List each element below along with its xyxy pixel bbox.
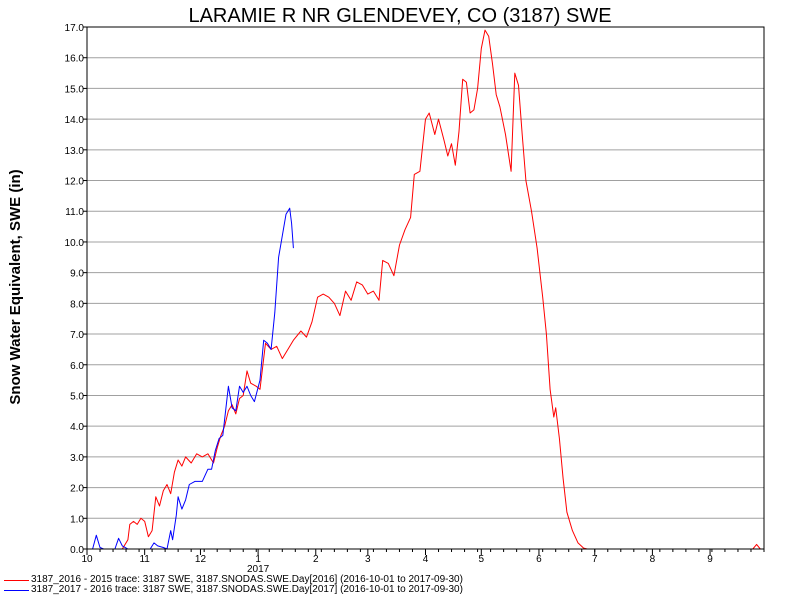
y-tick-label: 5.0 <box>70 391 84 402</box>
y-tick-label: 6.0 <box>70 361 84 372</box>
y-tick-label: 2.0 <box>70 484 84 495</box>
y-tick-label: 8.0 <box>70 299 84 310</box>
y-tick-label: 16.0 <box>65 54 85 65</box>
y-tick-label: 14.0 <box>65 115 85 126</box>
grid-lines <box>87 57 764 519</box>
x-tick-label: 8 <box>650 554 656 565</box>
y-tick-label: 12.0 <box>65 177 85 188</box>
x-tick-label: 10 <box>81 554 93 565</box>
y-tick-label: 15.0 <box>65 84 85 95</box>
y-tick-label: 3.0 <box>70 453 84 464</box>
y-tick-label: 10.0 <box>65 238 85 249</box>
y-tick-label: 11.0 <box>65 207 84 218</box>
legend-swatch-blue <box>4 589 29 591</box>
y-tick-label: 1.0 <box>70 514 84 525</box>
plot-area-frame <box>86 26 765 550</box>
x-tick-label: 11 <box>139 554 150 565</box>
x-tick-label: 2 <box>313 554 319 565</box>
y-tick-label: 13.0 <box>65 146 85 157</box>
legend: 3187_2016 - 2015 trace: 3187 SWE, 3187.S… <box>4 575 463 595</box>
y-tick-label: 17.0 <box>65 23 85 34</box>
legend-item-series-2017: 3187_2017 - 2016 trace: 3187 SWE, 3187.S… <box>4 585 463 595</box>
legend-swatch-red <box>4 579 29 581</box>
axes: 0.01.02.03.04.05.06.07.08.09.010.011.012… <box>65 23 765 565</box>
x-tick-label: 1 <box>255 554 261 565</box>
legend-label: 3187_2017 - 2016 trace: 3187 SWE, 3187.S… <box>31 584 463 595</box>
x-axis-year-label: 2017 <box>247 564 270 575</box>
x-tick-label: 7 <box>592 554 598 565</box>
y-tick-label: 4.0 <box>70 422 84 433</box>
legend-item-series-2016: 3187_2016 - 2015 trace: 3187 SWE, 3187.S… <box>4 575 463 585</box>
y-tick-label: 0.0 <box>70 545 84 556</box>
x-tick-label: 5 <box>479 554 485 565</box>
chart-title: LARAMIE R NR GLENDEVEY, CO (3187) SWE <box>188 5 611 27</box>
y-tick-label: 9.0 <box>70 269 84 280</box>
x-tick-label: 6 <box>536 554 542 565</box>
y-tick-label: 7.0 <box>70 330 84 341</box>
series-line-0 <box>87 29 761 550</box>
x-tick-label: 12 <box>195 554 207 565</box>
series-lines <box>87 29 761 550</box>
x-tick-label: 4 <box>423 554 429 565</box>
series-line-1 <box>87 207 294 550</box>
legend-label: 3187_2016 - 2015 trace: 3187 SWE, 3187.S… <box>31 574 463 585</box>
x-tick-label: 9 <box>707 554 713 565</box>
x-tick-label: 3 <box>365 554 371 565</box>
y-axis-label: Snow Water Equivalent, SWE (in) <box>7 169 24 404</box>
